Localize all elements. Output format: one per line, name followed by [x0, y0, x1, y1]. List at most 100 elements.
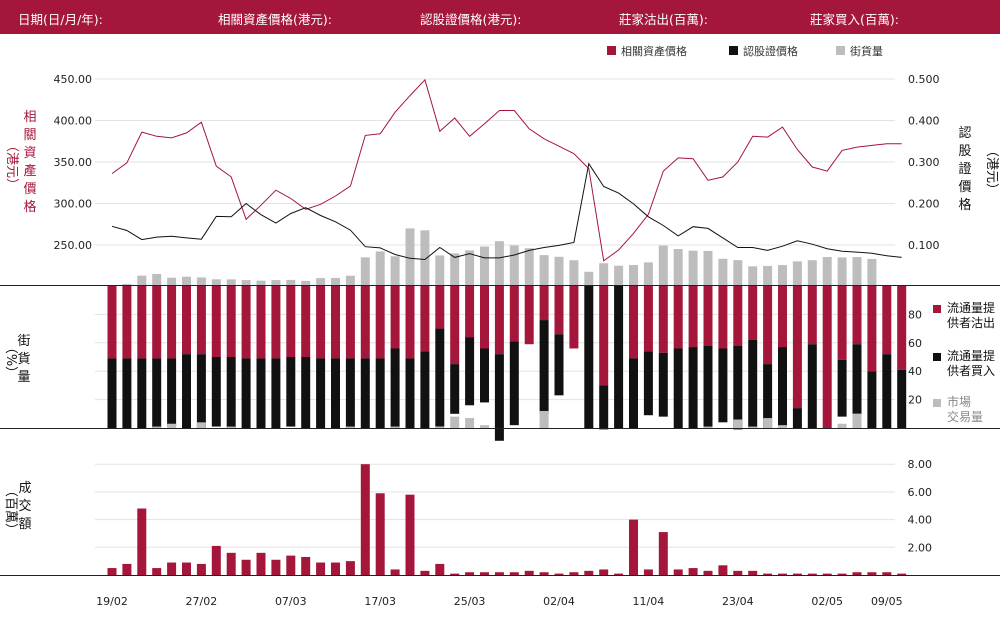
lp-sell-bar — [807, 286, 817, 345]
outstanding-bar — [867, 258, 877, 285]
outstanding-bar — [494, 241, 504, 285]
lp-sell-bar — [703, 286, 713, 346]
lp-buy-bar — [182, 354, 191, 428]
lp-sell-bar — [882, 286, 892, 355]
lp-sell-bar — [137, 286, 147, 359]
x-axis-label: 23/04 — [722, 595, 754, 608]
turnover-bar — [435, 563, 445, 575]
x-axis-label: 09/05 — [871, 595, 903, 608]
turnover-axis-unit: （百萬） — [3, 484, 18, 536]
turnover-bar — [390, 569, 400, 575]
lp-sell-bar — [822, 286, 832, 428]
header-date-label: 日期(日/月/年): — [18, 12, 103, 27]
turnover-bar — [107, 568, 117, 575]
legend2-swatch — [933, 353, 941, 361]
lp-sell-bar — [360, 286, 370, 359]
outstanding-bar — [256, 280, 266, 285]
outstanding-bar — [480, 246, 489, 285]
lp-buy-bar — [852, 344, 862, 414]
outstanding-bar — [524, 248, 534, 285]
lp-sell-bar — [524, 286, 534, 345]
turnover-bar — [211, 545, 221, 575]
lp-sell-bar — [152, 286, 162, 359]
outstanding-bar — [286, 279, 296, 285]
outstanding-bar — [643, 262, 653, 285]
outstanding-bar — [554, 256, 564, 285]
turnover-bar — [196, 563, 206, 575]
right-axis-char: 格 — [958, 197, 971, 213]
outstanding-bar — [226, 279, 236, 285]
outstanding-bar — [509, 245, 519, 285]
market-volume-bar — [703, 426, 713, 428]
turnover-bar — [509, 572, 519, 575]
turnover-bar — [658, 532, 668, 575]
lp-buy-bar — [480, 348, 489, 403]
lp-sell-bar — [211, 286, 221, 357]
percent-axis-char: 貨 — [17, 351, 30, 367]
market-volume-bar — [539, 410, 549, 428]
market-volume-bar — [152, 426, 162, 428]
turnover-bar — [167, 562, 177, 575]
lp-buy-bar — [375, 358, 385, 428]
legend-swatch — [607, 46, 616, 55]
turnover-axis-char: 額 — [18, 517, 31, 532]
lp-sell-bar — [286, 286, 296, 357]
left-tick-label: 300.00 — [54, 198, 93, 211]
lp-sell-bar — [792, 286, 802, 409]
turnover-bar — [345, 561, 355, 575]
market-volume-bar — [226, 426, 236, 428]
left-tick-label: 400.00 — [54, 115, 93, 128]
outstanding-bar — [763, 265, 773, 285]
legend-swatch — [836, 46, 845, 55]
lp-buy-bar — [673, 348, 683, 428]
percent-axis-char: 量 — [17, 370, 30, 385]
turnover-bar — [792, 573, 802, 575]
lp-buy-bar — [316, 358, 326, 428]
lp-buy-bar — [748, 339, 758, 428]
outstanding-bar — [584, 271, 594, 285]
turnover-bar — [405, 494, 415, 575]
lp-sell-bar — [167, 286, 177, 359]
lp-buy-bar — [718, 348, 728, 423]
lp-buy-bar — [539, 320, 549, 414]
outstanding-bar — [778, 265, 787, 285]
turnover-bar — [614, 573, 624, 575]
market-volume-bar — [837, 423, 847, 428]
left-axis-char: 資 — [23, 146, 36, 161]
outstanding-bar — [569, 260, 579, 285]
header-lp-buy-label: 莊家買入(百萬): — [810, 12, 899, 27]
x-axis-label: 02/05 — [811, 595, 843, 608]
outstanding-bar — [167, 277, 177, 285]
lp-sell-bar — [554, 286, 564, 335]
lp-sell-bar — [480, 286, 489, 349]
right-axis-unit: （港元） — [984, 144, 999, 196]
lp-sell-bar — [241, 286, 251, 359]
left-axis-char: 相 — [23, 110, 36, 125]
asset-price-line — [111, 78, 902, 262]
outstanding-bar — [837, 257, 847, 285]
percent-tick-label: 20 — [908, 394, 922, 407]
percent-tick-label: 40 — [908, 365, 922, 378]
left-axis-char: 關 — [23, 128, 36, 143]
outstanding-bar — [211, 279, 221, 285]
lp-sell-bar — [837, 286, 847, 360]
market-volume-bar — [450, 416, 460, 428]
lp-buy-bar — [867, 371, 877, 428]
turnover-bar — [599, 569, 609, 575]
lp-sell-bar — [688, 286, 698, 348]
lp-sell-bar — [301, 286, 311, 357]
right-tick-label: 0.300 — [908, 156, 940, 169]
outstanding-bar — [718, 258, 728, 285]
lp-sell-bar — [122, 286, 132, 359]
lp-buy-bar — [286, 357, 296, 427]
lp-buy-bar — [226, 357, 236, 428]
outstanding-bar — [271, 280, 281, 285]
lp-buy-bar — [345, 358, 355, 428]
turnover-tick-label: 4.00 — [908, 514, 933, 527]
turnover-bar — [867, 572, 877, 575]
lp-buy-bar — [420, 351, 430, 428]
lp-buy-bar — [554, 334, 564, 396]
lp-buy-bar — [107, 358, 117, 428]
turnover-bar — [554, 573, 564, 575]
x-axis-label: 02/04 — [543, 595, 575, 608]
